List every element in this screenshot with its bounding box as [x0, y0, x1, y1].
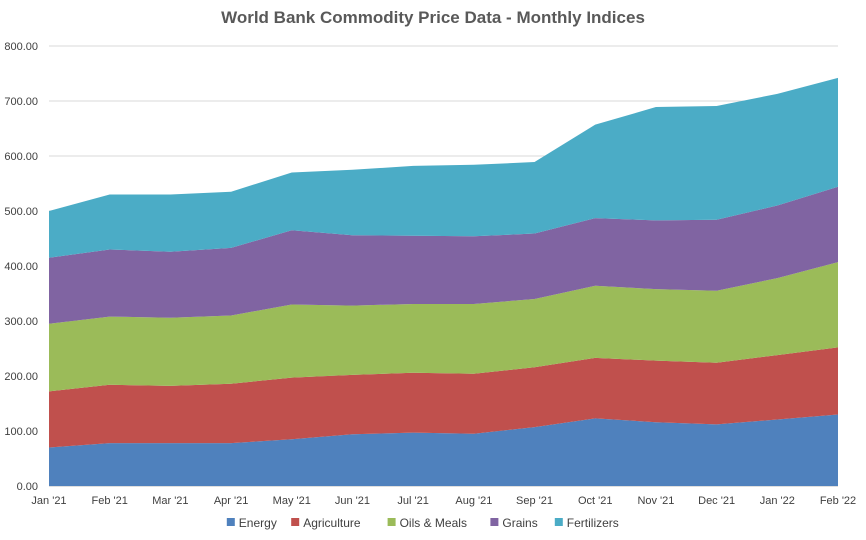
legend-swatch-oils-meals — [387, 518, 396, 526]
x-tick-label: Apr '21 — [214, 495, 249, 507]
legend-label-grains: Grains — [502, 516, 537, 530]
x-tick-label: Sep '21 — [516, 495, 553, 507]
stacked-areas — [49, 77, 838, 486]
x-axis: Jan '21 Feb '21 Mar '21 Apr '21 May '21 Jun '… — [31, 495, 856, 507]
area-fertilizers — [49, 77, 838, 258]
y-tick-label: 300.00 — [4, 316, 38, 328]
y-axis: 0.00 100.00 200.00 300.00 400.00 500.00 600.00… — [4, 41, 38, 493]
x-tick-label: Oct '21 — [578, 495, 613, 507]
legend-label-agriculture: Agriculture — [303, 516, 361, 530]
legend-label-fertilizers: Fertilizers — [567, 516, 619, 530]
area-agriculture — [49, 347, 838, 448]
legend-swatch-energy — [226, 518, 235, 526]
x-tick-label: May '21 — [273, 495, 311, 507]
area-oils-meals — [49, 262, 838, 392]
y-tick-label: 0.00 — [17, 481, 38, 493]
y-tick-label: 200.00 — [4, 371, 38, 383]
y-tick-label: 100.00 — [4, 426, 38, 438]
legend: Energy Agriculture Oils & Meals Grains Ferti… — [226, 516, 619, 530]
x-tick-label: Feb '22 — [820, 495, 856, 507]
x-tick-label: Nov '21 — [637, 495, 674, 507]
legend-swatch-fertilizers — [554, 518, 563, 526]
y-tick-label: 500.00 — [4, 206, 38, 218]
legend-label-oils-meals: Oils & Meals — [400, 516, 467, 530]
x-tick-label: Jun '21 — [335, 495, 370, 507]
x-tick-label: Jan '21 — [31, 495, 66, 507]
legend-swatch-agriculture — [291, 518, 300, 526]
x-tick-label: Jan '22 — [760, 495, 795, 507]
x-tick-label: Aug '21 — [455, 495, 492, 507]
area-grains — [49, 186, 838, 324]
y-tick-label: 400.00 — [4, 261, 38, 273]
legend-swatch-grains — [490, 518, 499, 526]
x-tick-label: Jul '21 — [397, 495, 428, 507]
legend-label-energy: Energy — [239, 516, 277, 530]
area-energy — [49, 414, 838, 486]
y-tick-label: 700.00 — [4, 96, 38, 108]
x-tick-label: Feb '21 — [92, 495, 128, 507]
chart-title: World Bank Commodity Price Data - Monthl… — [221, 8, 645, 27]
y-tick-label: 600.00 — [4, 151, 38, 163]
y-tick-label: 800.00 — [4, 41, 38, 53]
x-tick-label: Dec '21 — [698, 495, 735, 507]
x-tick-label: Mar '21 — [152, 495, 188, 507]
